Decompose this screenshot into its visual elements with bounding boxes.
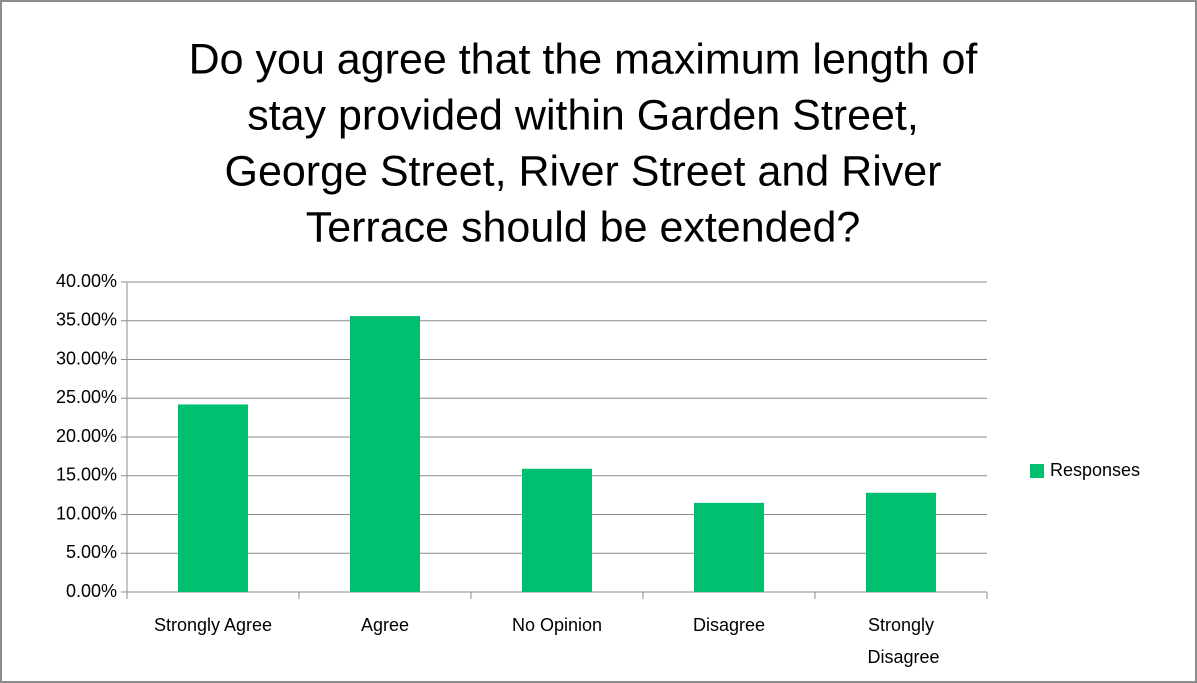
bar (522, 468, 592, 592)
bar (866, 492, 936, 592)
y-tick-label: 10.00% (56, 503, 117, 523)
y-tick-label: 25.00% (56, 387, 117, 407)
x-tick-label: Disagree (693, 615, 765, 635)
y-tick-label: 40.00% (56, 271, 117, 291)
chart-title: George Street, River Street and River (225, 147, 942, 195)
bar (350, 316, 420, 592)
chart-title: Terrace should be extended? (306, 203, 861, 251)
y-tick-label: 5.00% (66, 542, 117, 562)
legend-label: Responses (1050, 460, 1140, 480)
legend-swatch (1030, 464, 1044, 478)
x-tick-label: Agree (361, 615, 409, 635)
y-tick-label: 30.00% (56, 348, 117, 368)
y-tick-label: 35.00% (56, 310, 117, 330)
x-tick-label: Strongly Agree (154, 615, 272, 635)
chart-title: stay provided within Garden Street, (247, 91, 919, 139)
bar (178, 404, 248, 592)
y-tick-label: 15.00% (56, 465, 117, 485)
y-tick-label: 0.00% (66, 581, 117, 601)
x-tick-label: Strongly Disagree (862, 615, 939, 667)
x-tick-label: No Opinion (512, 615, 602, 635)
bar (694, 502, 764, 592)
chart-title: Do you agree that the maximum length of (189, 35, 979, 83)
y-tick-label: 20.00% (56, 426, 117, 446)
